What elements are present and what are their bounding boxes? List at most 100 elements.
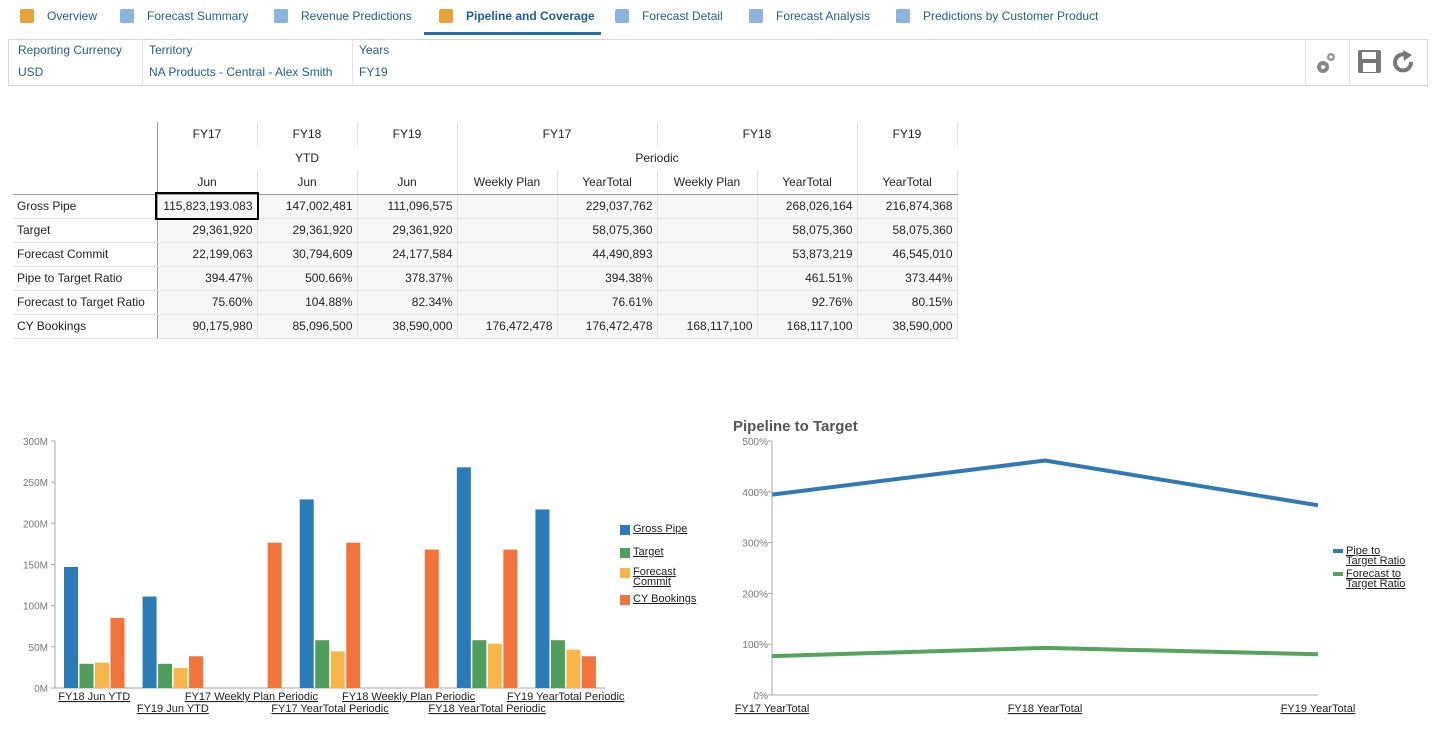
line[interactable] <box>771 458 1319 508</box>
data-cell[interactable] <box>457 218 558 243</box>
legend-label[interactable]: Target <box>633 546 664 558</box>
bar[interactable] <box>189 656 204 688</box>
data-cell[interactable]: 115,823,193.083 <box>155 192 259 220</box>
bar[interactable] <box>535 509 550 688</box>
bar[interactable] <box>267 542 282 688</box>
data-cell[interactable] <box>457 242 558 267</box>
line[interactable] <box>771 645 1319 659</box>
data-cell[interactable] <box>457 194 558 219</box>
data-cell[interactable]: 104.88% <box>257 290 358 315</box>
tab[interactable]: Pipeline and Coverage <box>466 9 595 23</box>
data-cell[interactable] <box>457 290 558 315</box>
data-cell[interactable]: 29,361,920 <box>257 218 358 243</box>
data-cell[interactable] <box>657 194 758 219</box>
legend-label[interactable]: Forecast Commit <box>633 566 676 588</box>
data-cell[interactable]: 373.44% <box>857 266 958 291</box>
data-cell[interactable]: 80.15% <box>857 290 958 315</box>
filter-value[interactable]: FY19 <box>359 65 388 79</box>
tab[interactable]: Forecast Analysis <box>776 9 871 23</box>
data-cell[interactable]: 216,874,368 <box>857 194 958 219</box>
bar[interactable] <box>110 617 125 688</box>
line-chart: Pipeline to Target 0% 100% 200% 300% 400% 500%… <box>733 418 1355 715</box>
legend-label[interactable]: CY Bookings <box>633 593 697 605</box>
legend-label[interactable]: Gross Pipe <box>633 523 688 535</box>
chart-title: Pipeline to Target <box>733 418 858 435</box>
tab-icon <box>274 9 288 23</box>
data-cell[interactable]: 394.38% <box>557 266 658 291</box>
refresh-icon[interactable] <box>1391 50 1417 76</box>
data-cell[interactable]: 90,175,980 <box>157 314 258 339</box>
data-cell[interactable]: 500.66% <box>257 266 358 291</box>
bar[interactable] <box>472 640 487 688</box>
tab[interactable]: Revenue Predictions <box>301 9 412 23</box>
bar[interactable] <box>424 549 439 688</box>
data-cell[interactable] <box>657 290 758 315</box>
data-cell[interactable]: 147,002,481 <box>257 194 358 219</box>
bar[interactable] <box>566 649 581 688</box>
bar[interactable] <box>158 663 173 688</box>
data-cell[interactable]: 85,096,500 <box>257 314 358 339</box>
data-cell[interactable]: 38,590,000 <box>357 314 458 339</box>
data-cell[interactable]: 92.76% <box>757 290 858 315</box>
row-label: CY Bookings <box>13 314 158 339</box>
bar[interactable] <box>299 499 314 688</box>
filter-label: Years <box>359 43 390 57</box>
data-cell[interactable]: 268,026,164 <box>757 194 858 219</box>
data-cell[interactable]: 38,590,000 <box>857 314 958 339</box>
bar[interactable] <box>550 640 565 688</box>
bar[interactable] <box>503 549 518 688</box>
legend-label[interactable]: Forecast to Target Ratio <box>1346 568 1406 590</box>
bar[interactable] <box>315 640 330 688</box>
bar[interactable] <box>173 668 188 688</box>
settings-icon[interactable] <box>1314 50 1338 76</box>
data-cell[interactable]: 53,873,219 <box>757 242 858 267</box>
bar[interactable] <box>79 663 94 688</box>
header-cell: Jun <box>157 170 258 195</box>
data-cell[interactable]: 229,037,762 <box>557 194 658 219</box>
data-cell[interactable]: 461.51% <box>757 266 858 291</box>
data-cell[interactable]: 168,117,100 <box>757 314 858 339</box>
data-cell[interactable]: 22,199,063 <box>157 242 258 267</box>
data-cell[interactable]: 76.61% <box>557 290 658 315</box>
bar[interactable] <box>142 596 157 688</box>
y-tick-label: 200M <box>23 519 48 530</box>
tab[interactable]: Forecast Summary <box>147 9 249 23</box>
data-cell[interactable]: 394.47% <box>157 266 258 291</box>
data-cell[interactable]: 168,117,100 <box>657 314 758 339</box>
data-cell[interactable]: 176,472,478 <box>557 314 658 339</box>
tab[interactable]: Overview <box>47 9 98 23</box>
data-cell[interactable]: 58,075,360 <box>757 218 858 243</box>
data-cell[interactable]: 24,177,584 <box>357 242 458 267</box>
bar[interactable] <box>487 643 502 688</box>
data-cell[interactable]: 82.34% <box>357 290 458 315</box>
bar[interactable] <box>346 542 361 688</box>
data-cell[interactable] <box>457 266 558 291</box>
bar[interactable] <box>95 662 109 688</box>
data-cell[interactable]: 44,490,893 <box>557 242 658 267</box>
data-cell[interactable]: 29,361,920 <box>157 218 258 243</box>
bar[interactable] <box>330 651 345 688</box>
data-cell[interactable]: 58,075,360 <box>557 218 658 243</box>
data-cell[interactable]: 46,545,010 <box>857 242 958 267</box>
bar[interactable] <box>64 566 78 688</box>
data-cell[interactable] <box>657 242 758 267</box>
data-cell[interactable] <box>657 218 758 243</box>
data-cell[interactable] <box>657 266 758 291</box>
x-tick-label: FY18 Weekly Plan Periodic <box>342 691 476 703</box>
data-cell[interactable]: 75.60% <box>157 290 258 315</box>
tab[interactable]: Predictions by Customer Product <box>923 9 1099 23</box>
y-tick-label: 0% <box>754 691 769 702</box>
bar[interactable] <box>456 467 471 688</box>
filter-value[interactable]: NA Products - Central - Alex Smith <box>149 65 333 79</box>
data-cell[interactable]: 29,361,920 <box>357 218 458 243</box>
data-cell[interactable]: 176,472,478 <box>457 314 558 339</box>
data-cell[interactable]: 111,096,575 <box>357 194 458 219</box>
legend-label[interactable]: Pipe to Target Ratio <box>1346 545 1406 567</box>
tab[interactable]: Forecast Detail <box>642 9 723 23</box>
save-icon[interactable] <box>1357 49 1383 75</box>
data-cell[interactable]: 30,794,609 <box>257 242 358 267</box>
filter-value[interactable]: USD <box>18 65 44 79</box>
bar[interactable] <box>581 656 596 688</box>
data-cell[interactable]: 58,075,360 <box>857 218 958 243</box>
data-cell[interactable]: 378.37% <box>357 266 458 291</box>
